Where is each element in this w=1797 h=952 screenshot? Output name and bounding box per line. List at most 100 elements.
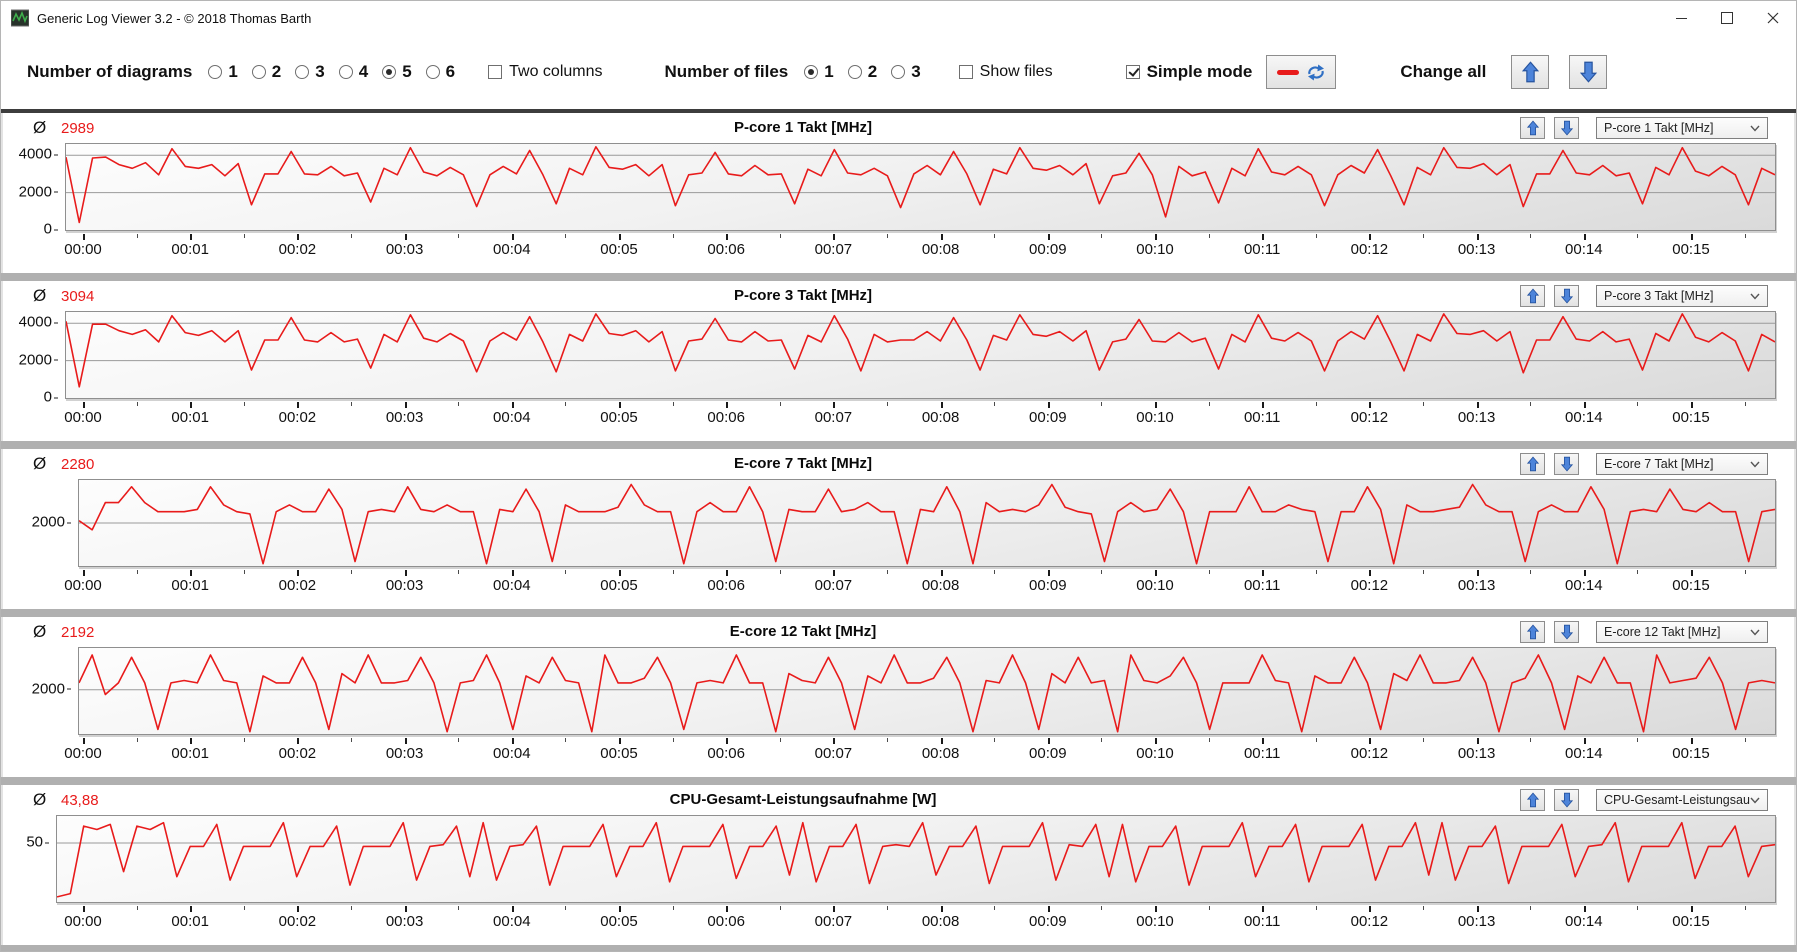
two-columns-checkbox[interactable] [488, 65, 503, 79]
move-chart-down-button[interactable] [1554, 117, 1579, 139]
arrow-down-icon [1560, 288, 1573, 304]
move-chart-down-button[interactable] [1554, 285, 1579, 307]
move-chart-up-button[interactable] [1520, 453, 1545, 475]
x-tick-label: 00:05 [600, 409, 638, 426]
x-tick-minor [672, 234, 674, 238]
x-tick-minor [1530, 234, 1532, 238]
plot-area [78, 647, 1776, 735]
chevron-down-icon [1750, 797, 1760, 804]
signal-select[interactable]: CPU-Gesamt-Leistungsau [1596, 789, 1768, 811]
move-chart-up-button[interactable] [1520, 117, 1545, 139]
average-symbol: Ø [33, 118, 47, 137]
x-tick-major [1369, 906, 1372, 912]
x-tick-minor [565, 738, 567, 742]
chart-area: 4000 2000 0 [3, 311, 1794, 405]
x-tick-major [726, 402, 729, 408]
diagram-count-option-3[interactable]: 3 [295, 62, 325, 82]
x-tick-major [940, 906, 943, 912]
radio-label: 3 [911, 62, 921, 81]
move-chart-up-button[interactable] [1520, 789, 1545, 811]
x-tick-major [511, 906, 514, 912]
show-files-checkbox[interactable] [958, 65, 973, 79]
x-tick-label: 00:13 [1457, 745, 1496, 762]
x-tick-label: 00:10 [1136, 241, 1174, 258]
x-tick-major [726, 738, 729, 744]
x-tick-minor [1423, 906, 1424, 910]
move-chart-down-button[interactable] [1554, 621, 1579, 643]
move-chart-up-button[interactable] [1520, 621, 1545, 643]
x-tick-major [726, 906, 729, 912]
y-tick-label: 0 [44, 222, 58, 237]
file-count-option-3[interactable]: 3 [891, 62, 921, 82]
x-tick-major [1691, 906, 1693, 912]
radio-icon[interactable] [295, 65, 310, 79]
simple-mode-option[interactable]: Simple mode [1125, 62, 1252, 82]
x-tick-major [1047, 402, 1050, 408]
change-all-down-button[interactable] [1569, 55, 1608, 89]
refresh-icon [1307, 64, 1324, 80]
x-tick-label: 00:00 [64, 241, 102, 258]
signal-select[interactable]: P-core 1 Takt [MHz] [1596, 117, 1768, 139]
radio-icon[interactable] [804, 65, 819, 79]
x-tick-minor [1530, 402, 1532, 406]
chart-panel: Ø 3094 P-core 3 Takt [MHz] P-core 3 Takt… [1, 281, 1796, 441]
x-tick-label: 00:11 [1243, 577, 1281, 594]
move-chart-down-button[interactable] [1554, 789, 1579, 811]
signal-select[interactable]: E-core 12 Takt [MHz] [1596, 621, 1768, 643]
close-button[interactable] [1750, 1, 1796, 35]
minimize-button[interactable] [1658, 1, 1704, 35]
diagram-count-option-2[interactable]: 2 [251, 62, 281, 82]
x-tick-minor [243, 402, 245, 406]
change-all-up-button[interactable] [1511, 55, 1550, 89]
radio-icon[interactable] [382, 65, 397, 79]
x-tick-label: 00:00 [64, 577, 102, 594]
diagram-count-option-1[interactable]: 1 [208, 62, 238, 82]
x-tick-label: 00:00 [64, 745, 102, 762]
diagram-count-option-4[interactable]: 4 [338, 62, 368, 82]
signal-select[interactable]: P-core 3 Takt [MHz] [1596, 285, 1768, 307]
diagram-count-option-5[interactable]: 5 [382, 62, 412, 82]
line-style-refresh-button[interactable] [1266, 55, 1337, 89]
x-tick-major [1369, 402, 1372, 408]
two-columns-option[interactable]: Two columns [488, 63, 603, 81]
move-chart-down-button[interactable] [1554, 453, 1579, 475]
x-tick-major [190, 402, 193, 408]
maximize-button[interactable] [1704, 1, 1750, 35]
panel-separator [1, 945, 1796, 951]
radio-icon[interactable] [891, 65, 906, 79]
simple-mode-checkbox[interactable] [1125, 65, 1140, 79]
show-files-option[interactable]: Show files [958, 63, 1053, 81]
radio-icon[interactable] [425, 65, 440, 79]
x-tick-label: 00:10 [1136, 913, 1174, 930]
signal-select[interactable]: E-core 7 Takt [MHz] [1596, 453, 1768, 475]
arrow-down-icon [1579, 61, 1597, 83]
x-tick-major [1047, 738, 1050, 744]
move-chart-up-button[interactable] [1520, 285, 1545, 307]
x-tick-major [833, 738, 836, 744]
average-value: 3094 [61, 288, 95, 305]
x-tick-minor [887, 738, 888, 742]
radio-icon[interactable] [208, 65, 223, 79]
file-count-option-2[interactable]: 2 [847, 62, 878, 82]
x-tick-major [1583, 234, 1586, 240]
x-tick-label: 00:03 [385, 241, 424, 258]
file-count-radios: 1 2 3 [790, 62, 921, 82]
panel-separator [1, 777, 1796, 785]
file-count-option-1[interactable]: 1 [804, 62, 834, 82]
radio-icon[interactable] [338, 65, 353, 79]
x-tick-minor [887, 570, 888, 574]
x-tick-minor [1208, 570, 1210, 574]
arrow-up-icon [1521, 61, 1539, 83]
diagram-count-option-6[interactable]: 6 [425, 62, 455, 82]
radio-icon[interactable] [847, 65, 862, 79]
x-tick-minor [351, 234, 352, 238]
radio-label: 2 [867, 62, 878, 81]
x-tick-label: 00:07 [814, 409, 853, 426]
x-tick-minor [458, 234, 460, 238]
x-tick-major [940, 234, 943, 240]
x-tick-minor [887, 906, 888, 910]
radio-icon[interactable] [251, 65, 266, 79]
chart-canvas [66, 312, 1775, 398]
x-tick-minor [351, 570, 352, 574]
x-tick-minor [458, 738, 460, 742]
